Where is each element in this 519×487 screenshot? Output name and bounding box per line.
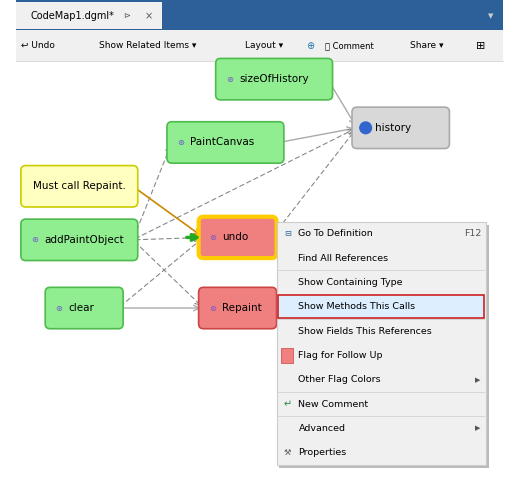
Text: Advanced: Advanced: [298, 424, 346, 433]
Text: ⊛: ⊛: [177, 138, 184, 147]
FancyBboxPatch shape: [281, 348, 293, 363]
Text: ⊛: ⊛: [209, 303, 216, 313]
FancyBboxPatch shape: [216, 58, 333, 100]
Text: ⚒: ⚒: [283, 449, 291, 457]
Text: ▶: ▶: [475, 377, 480, 383]
FancyBboxPatch shape: [199, 217, 277, 258]
Text: ⊕: ⊕: [306, 41, 314, 51]
Text: New Comment: New Comment: [298, 400, 368, 409]
Text: addPaintObject: addPaintObject: [44, 235, 124, 245]
Text: ⊳: ⊳: [123, 12, 130, 20]
Text: ⊛: ⊛: [56, 303, 62, 313]
Text: sizeOfHistory: sizeOfHistory: [239, 74, 309, 84]
FancyBboxPatch shape: [16, 0, 503, 32]
Text: Must call Repaint.: Must call Repaint.: [33, 181, 126, 191]
Text: Flag for Follow Up: Flag for Follow Up: [298, 351, 383, 360]
Text: Go To Definition: Go To Definition: [298, 229, 373, 238]
Text: F12: F12: [463, 229, 481, 238]
FancyBboxPatch shape: [16, 2, 162, 29]
FancyBboxPatch shape: [21, 166, 138, 207]
Text: CodeMap1.dgml*: CodeMap1.dgml*: [31, 11, 115, 21]
Text: undo: undo: [222, 232, 248, 243]
FancyBboxPatch shape: [16, 30, 503, 61]
Text: ▼: ▼: [488, 13, 494, 19]
Text: Show Fields This References: Show Fields This References: [298, 327, 432, 336]
Text: ↩ Undo: ↩ Undo: [21, 41, 54, 50]
FancyBboxPatch shape: [16, 61, 503, 487]
Circle shape: [360, 122, 372, 133]
Text: 💬 Comment: 💬 Comment: [325, 41, 374, 50]
Text: ×: ×: [145, 11, 153, 21]
Text: Show Related Items ▾: Show Related Items ▾: [99, 41, 196, 50]
Text: ⊛: ⊛: [209, 233, 216, 242]
FancyBboxPatch shape: [167, 122, 284, 163]
FancyBboxPatch shape: [278, 295, 485, 318]
Text: ⊞: ⊞: [476, 41, 486, 51]
Text: Share ▾: Share ▾: [411, 41, 444, 50]
Text: Show Containing Type: Show Containing Type: [298, 278, 403, 287]
Text: history: history: [375, 123, 412, 133]
FancyBboxPatch shape: [352, 107, 449, 149]
Text: Find All References: Find All References: [298, 254, 389, 262]
Text: Layout ▾: Layout ▾: [245, 41, 283, 50]
FancyBboxPatch shape: [279, 225, 489, 468]
Text: Show Methods This Calls: Show Methods This Calls: [298, 302, 416, 311]
FancyBboxPatch shape: [21, 219, 138, 261]
Text: Properties: Properties: [298, 449, 347, 457]
Text: ⊟: ⊟: [284, 229, 291, 238]
Text: ⊛: ⊛: [226, 75, 233, 84]
FancyBboxPatch shape: [277, 222, 486, 465]
FancyBboxPatch shape: [199, 287, 277, 329]
Text: Other Flag Colors: Other Flag Colors: [298, 375, 381, 384]
Text: ↵: ↵: [283, 399, 291, 409]
Text: ⊛: ⊛: [31, 235, 38, 244]
Text: clear: clear: [69, 303, 94, 313]
Text: Repaint: Repaint: [222, 303, 262, 313]
FancyBboxPatch shape: [45, 287, 123, 329]
Text: ▶: ▶: [475, 426, 480, 431]
Text: PaintCanvas: PaintCanvas: [190, 137, 255, 148]
